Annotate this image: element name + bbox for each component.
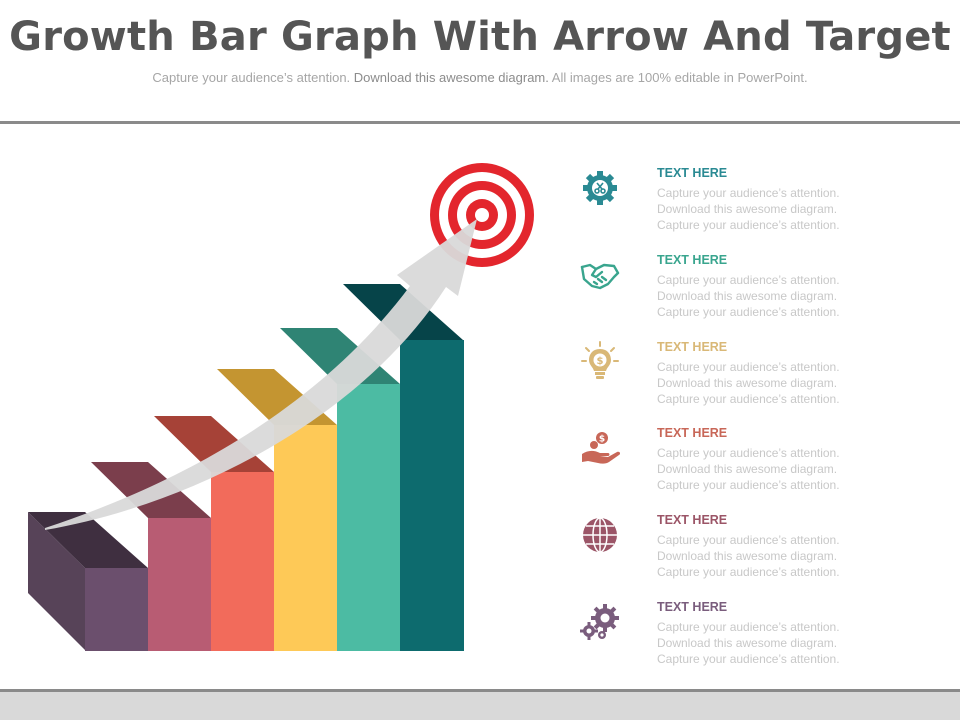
item-title: TEXT HERE — [657, 513, 728, 527]
item-description: Capture your audience’s attention. Downl… — [657, 272, 840, 320]
item-line-2: Download this awesome diagram. — [657, 636, 838, 650]
list-item-4: $ TEXT HERE Capture your audience’s atte… — [578, 426, 908, 506]
bar-1 — [28, 512, 149, 651]
item-line-3: Capture your audience’s attention. — [657, 565, 840, 579]
item-line-2: Download this awesome diagram. — [657, 549, 838, 563]
item-title: TEXT HERE — [657, 166, 728, 180]
growth-bar-graphic — [28, 163, 534, 651]
list-item-5: TEXT HERE Capture your audience’s attent… — [578, 513, 908, 593]
svg-text:$: $ — [597, 356, 604, 367]
gears-icon — [580, 604, 619, 640]
item-description: Capture your audience’s attention. Downl… — [657, 185, 840, 233]
list-item-6: TEXT HERE Capture your audience’s attent… — [578, 600, 908, 680]
item-line-2: Download this awesome diagram. — [657, 376, 838, 390]
item-line-1: Capture your audience’s attention. — [657, 273, 840, 287]
bottom-divider — [0, 689, 960, 692]
item-description: Capture your audience’s attention. Downl… — [657, 619, 840, 667]
item-line-1: Capture your audience’s attention. — [657, 186, 840, 200]
page-title: Growth Bar Graph With Arrow And Target — [9, 14, 951, 60]
item-title: TEXT HERE — [657, 600, 728, 614]
handshake-icon — [580, 263, 620, 290]
item-line-1: Capture your audience’s attention. — [657, 446, 840, 460]
svg-text:$: $ — [599, 435, 605, 445]
list-item-2: TEXT HERE Capture your audience’s attent… — [578, 253, 908, 333]
item-line-3: Capture your audience’s attention. — [657, 392, 840, 406]
gear-scissors-icon — [583, 171, 617, 205]
item-line-1: Capture your audience’s attention. — [657, 620, 840, 634]
item-line-3: Capture your audience’s attention. — [657, 652, 840, 666]
lightbulb-dollar-icon: $ — [581, 341, 619, 379]
list-item-3: $ TEXT HERE Capture your audience’s atte… — [578, 340, 908, 420]
item-line-3: Capture your audience’s attention. — [657, 305, 840, 319]
subtitle-part-2: Download this awesome diagram. — [353, 70, 549, 85]
item-line-2: Download this awesome diagram. — [657, 202, 838, 216]
item-title: TEXT HERE — [657, 253, 728, 267]
target-icon — [430, 163, 534, 267]
item-line-2: Download this awesome diagram. — [657, 289, 838, 303]
bar-6 — [343, 284, 464, 651]
bar-3 — [154, 416, 275, 651]
subtitle-part-3: All images are 100% editable in PowerPoi… — [548, 70, 808, 85]
bar-5 — [280, 328, 401, 651]
item-line-3: Capture your audience’s attention. — [657, 478, 840, 492]
globe-icon — [583, 517, 617, 553]
item-title: TEXT HERE — [657, 426, 728, 440]
hand-coins-icon: $ — [582, 432, 621, 464]
list-item-1: TEXT HERE Capture your audience’s attent… — [578, 166, 908, 246]
item-line-3: Capture your audience’s attention. — [657, 218, 840, 232]
item-line-1: Capture your audience’s attention. — [657, 533, 840, 547]
top-divider — [0, 121, 960, 124]
subtitle-part-1: Capture your audience’s attention. — [152, 70, 354, 85]
item-line-2: Download this awesome diagram. — [657, 462, 838, 476]
item-description: Capture your audience’s attention. Downl… — [657, 445, 840, 493]
page-subtitle: Capture your audience’s attention. Downl… — [0, 70, 960, 85]
item-description: Capture your audience’s attention. Downl… — [657, 359, 840, 407]
item-line-1: Capture your audience’s attention. — [657, 360, 840, 374]
footer-band — [0, 692, 960, 720]
item-title: TEXT HERE — [657, 340, 728, 354]
item-description: Capture your audience’s attention. Downl… — [657, 532, 840, 580]
growth-arrow — [45, 219, 477, 530]
